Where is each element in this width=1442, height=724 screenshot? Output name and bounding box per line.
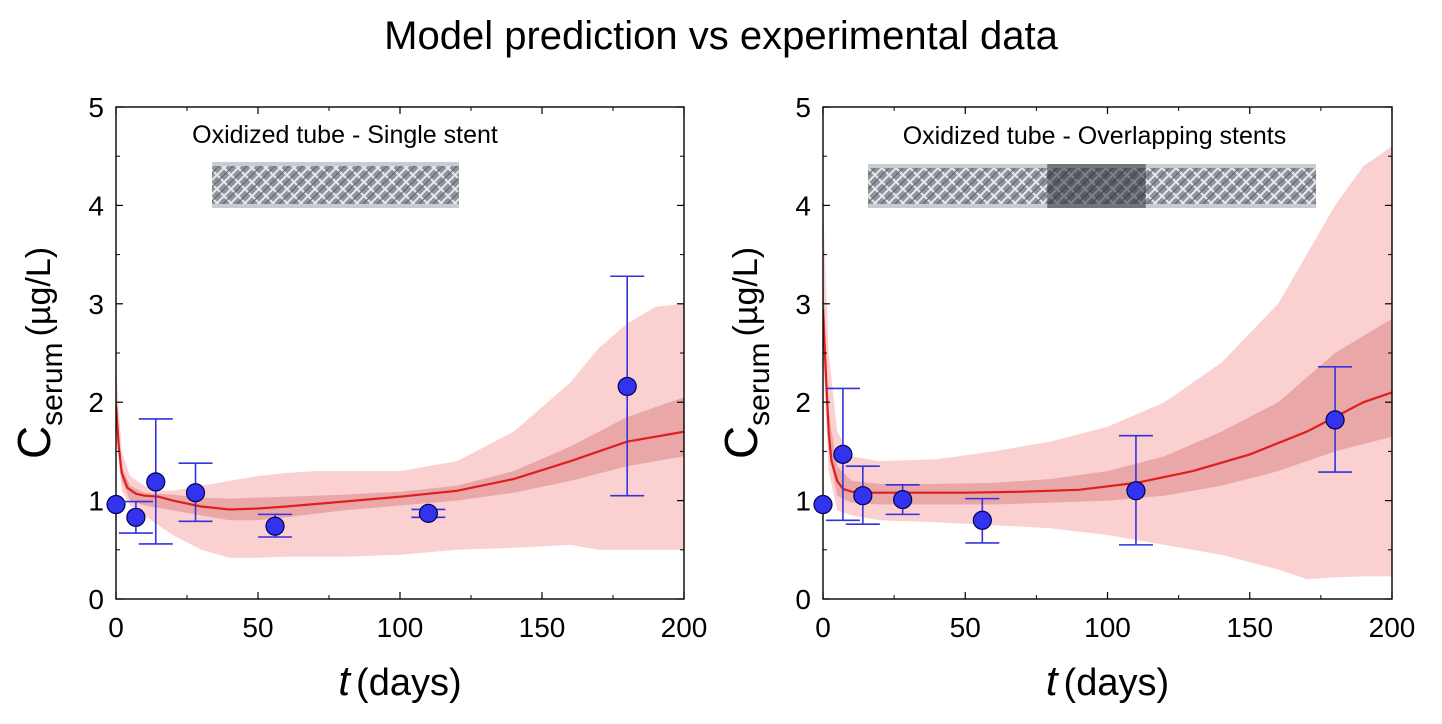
data-point xyxy=(893,490,913,510)
data-point xyxy=(126,507,146,527)
y-axis-label: Cserum(µg/L) xyxy=(715,247,776,459)
y-tick-label: 0 xyxy=(795,584,811,615)
data-point xyxy=(1126,481,1146,501)
panel-label: Oxidized tube - Single stent xyxy=(192,121,498,149)
x-tick-label: 100 xyxy=(377,612,424,643)
x-tick-label: 100 xyxy=(1084,612,1131,643)
data-point xyxy=(813,494,833,515)
model-prediction-line xyxy=(116,405,684,511)
x-tick-label: 200 xyxy=(1369,612,1416,643)
x-tick-label: 150 xyxy=(1226,612,1273,643)
x-tick-label: 0 xyxy=(108,612,124,643)
data-point xyxy=(146,472,166,492)
y-axis-label: Cserum(µg/L) xyxy=(8,247,69,459)
y-tick-label: 2 xyxy=(795,387,811,418)
data-point xyxy=(265,516,285,536)
stent-photo xyxy=(868,164,1316,208)
data-point xyxy=(972,510,992,530)
chart-main-title: Model prediction vs experimental data xyxy=(384,14,1058,58)
x-tick-label: 0 xyxy=(815,612,831,643)
y-tick-label: 4 xyxy=(795,190,811,221)
y-tick-label: 5 xyxy=(88,92,104,123)
y-tick-label: 1 xyxy=(88,486,104,517)
uncertainty-band-outer xyxy=(116,303,684,558)
stent-photo xyxy=(212,162,459,208)
y-tick-label: 0 xyxy=(88,584,104,615)
data-point xyxy=(1325,410,1345,430)
data-point xyxy=(418,503,438,523)
y-tick-label: 2 xyxy=(88,387,104,418)
x-axis-label: t (days) xyxy=(338,657,461,704)
y-tick-label: 1 xyxy=(795,486,811,517)
data-point xyxy=(617,376,637,397)
data-point xyxy=(185,483,206,503)
y-tick-label: 3 xyxy=(795,289,811,320)
data-point xyxy=(833,444,853,464)
data-point xyxy=(853,486,873,506)
x-tick-label: 50 xyxy=(242,612,273,643)
data-point xyxy=(106,494,126,515)
x-tick-label: 50 xyxy=(950,612,981,643)
y-tick-label: 4 xyxy=(88,190,104,221)
x-tick-label: 150 xyxy=(519,612,566,643)
x-axis-label: t (days) xyxy=(1046,657,1169,704)
x-tick-label: 200 xyxy=(661,612,708,643)
y-tick-label: 3 xyxy=(88,289,104,320)
uncertainty-band-inner xyxy=(823,274,1392,505)
y-tick-label: 5 xyxy=(795,92,811,123)
panel-label: Oxidized tube - Overlapping stents xyxy=(903,122,1287,150)
